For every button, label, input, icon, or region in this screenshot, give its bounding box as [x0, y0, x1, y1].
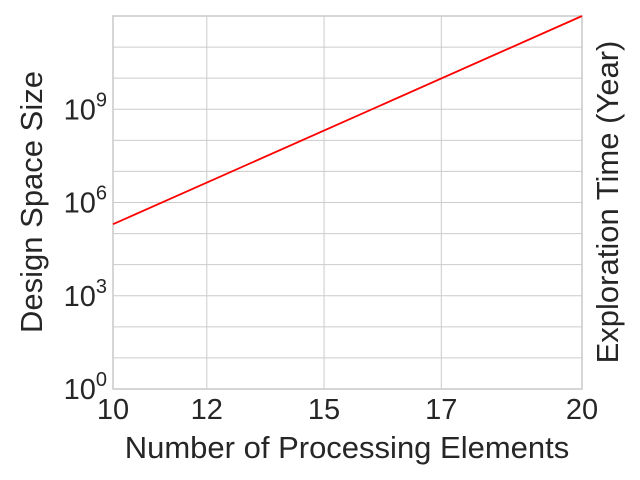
series-line — [112, 15, 583, 226]
y-tick-label: 106 — [64, 183, 107, 220]
y-tick-labels: 100 103 106 109 — [64, 89, 107, 406]
x-axis-label: Number of Processing Elements — [125, 430, 570, 465]
x-tick-label: 12 — [191, 394, 223, 426]
x-tick-label: 17 — [425, 394, 457, 426]
grid — [113, 16, 582, 389]
y-tick-label: 109 — [64, 89, 107, 126]
y-axis-label: Design Space Size — [14, 71, 49, 333]
y-tick-label: 100 — [64, 369, 107, 406]
plot-frame — [112, 15, 583, 390]
y-tick-label: 103 — [64, 276, 107, 313]
x-tick-label: 15 — [308, 394, 340, 426]
x-tick-label: 10 — [97, 394, 129, 426]
y2-axis-label: Exploration Time (Year) — [590, 41, 625, 364]
x-tick-labels: 10 12 15 17 20 — [97, 394, 598, 426]
x-tick-label: 20 — [566, 394, 598, 426]
series-layer — [112, 15, 583, 226]
